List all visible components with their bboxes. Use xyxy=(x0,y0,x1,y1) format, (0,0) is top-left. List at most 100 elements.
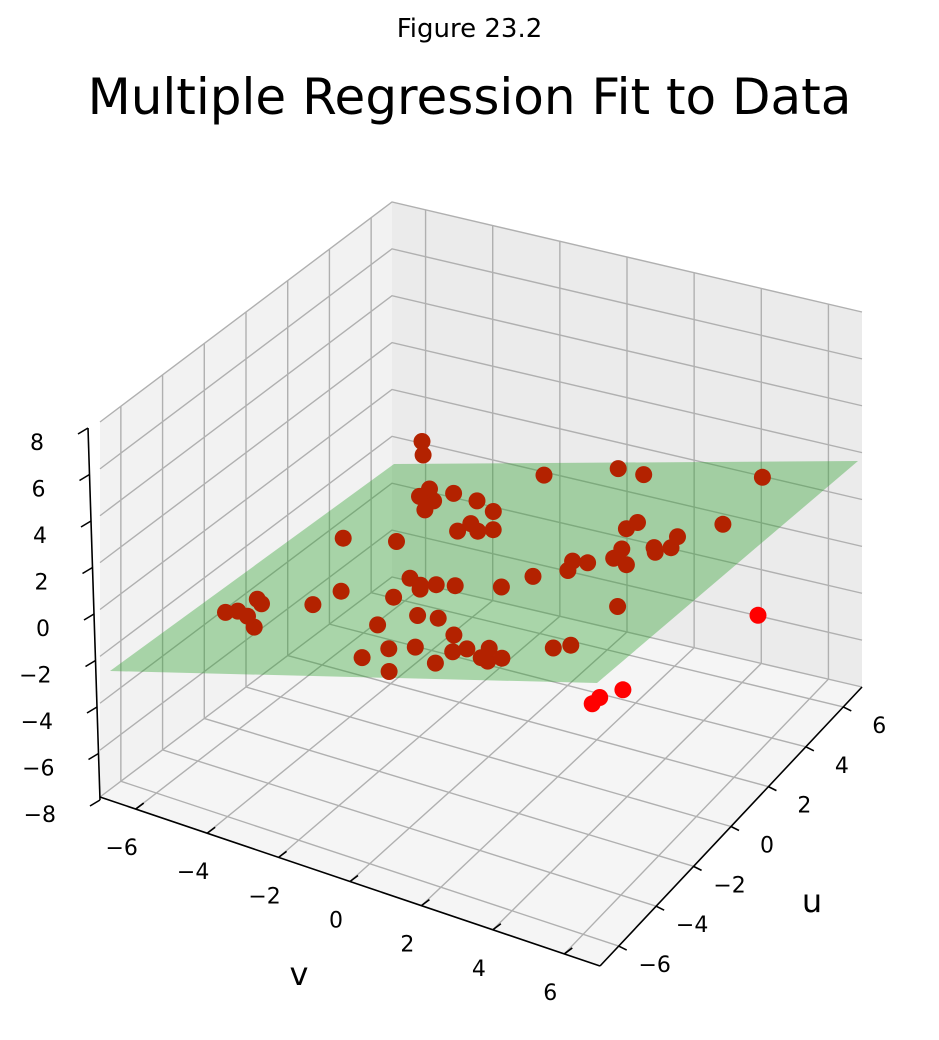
tick-mark-z xyxy=(80,520,92,528)
data-point xyxy=(617,556,635,574)
y-axis-label: v xyxy=(290,955,309,993)
data-point xyxy=(353,649,371,667)
data-point xyxy=(369,616,387,634)
data-point xyxy=(484,503,502,520)
tick-mark-u xyxy=(842,706,852,712)
x-axis-label: u xyxy=(802,882,822,920)
data-point xyxy=(749,606,767,624)
grid-line-z xyxy=(99,248,863,470)
tick-mark-z xyxy=(85,659,96,668)
data-point xyxy=(535,466,553,484)
data-point xyxy=(484,521,502,539)
tick-label-z: 2 xyxy=(35,571,49,596)
data-point xyxy=(753,468,771,486)
tick-label-u: 0 xyxy=(760,834,774,859)
data-point xyxy=(449,522,467,540)
data-point xyxy=(613,540,631,558)
regression-plane xyxy=(110,461,858,683)
tick-mark-u xyxy=(730,825,740,832)
tick-label-u: 6 xyxy=(872,714,886,739)
tick-label-z: −2 xyxy=(19,664,51,689)
data-point xyxy=(229,602,247,620)
tick-label-v: 6 xyxy=(543,981,557,1006)
data-point xyxy=(409,607,427,624)
tick-label-v: −2 xyxy=(248,884,280,909)
grid-line-z xyxy=(99,388,863,611)
grid-line-z xyxy=(99,435,863,657)
tick-mark-v xyxy=(492,923,502,931)
tick-mark-u xyxy=(693,865,702,872)
data-point xyxy=(468,492,486,510)
tick-label-v: 4 xyxy=(472,957,486,982)
tick-mark-z xyxy=(77,427,89,435)
data-point xyxy=(714,515,732,533)
grid-line-z xyxy=(99,341,863,564)
data-point xyxy=(609,598,627,615)
tick-mark-v xyxy=(278,850,288,858)
tick-label-u: −6 xyxy=(638,953,670,978)
data-point xyxy=(426,654,444,672)
tick-label-v: −4 xyxy=(177,860,209,885)
data-point xyxy=(427,576,445,594)
data-point xyxy=(413,433,431,450)
data-point xyxy=(492,578,510,596)
data-point xyxy=(411,580,429,598)
grid-line-z xyxy=(99,482,863,704)
tick-label-u: 4 xyxy=(835,754,849,779)
grid-line-z xyxy=(99,529,863,751)
data-point xyxy=(385,588,403,606)
tick-mark-v xyxy=(349,874,359,883)
data-point xyxy=(591,689,609,706)
data-point xyxy=(444,643,462,661)
tick-marks xyxy=(77,427,852,955)
tick-label-z: −4 xyxy=(21,710,53,735)
data-point xyxy=(334,529,352,547)
tick-mark-z xyxy=(86,706,98,714)
data-point xyxy=(458,640,476,658)
tick-mark-z xyxy=(83,613,95,621)
tick-label-z: 4 xyxy=(33,524,47,549)
tick-label-u: −4 xyxy=(676,913,708,938)
data-point xyxy=(614,681,632,699)
tick-mark-z xyxy=(89,799,101,807)
data-point xyxy=(429,609,447,627)
tick-label-v: −6 xyxy=(105,836,137,861)
data-point xyxy=(411,487,428,505)
data-point xyxy=(544,639,562,657)
tick-mark-v xyxy=(420,899,430,907)
data-point xyxy=(248,590,266,608)
tick-label-v: 0 xyxy=(329,909,343,934)
data-point xyxy=(629,514,646,531)
data-point xyxy=(579,554,597,572)
data-point xyxy=(304,596,322,614)
data-point xyxy=(401,569,419,587)
data-point xyxy=(380,640,398,658)
data-point xyxy=(446,577,464,595)
data-point xyxy=(445,626,463,644)
data-point xyxy=(406,638,424,656)
data-point xyxy=(480,639,498,657)
tick-mark-z xyxy=(79,473,90,482)
tick-label-z: −6 xyxy=(22,757,54,782)
tick-mark-v xyxy=(563,947,573,955)
tick-mark-u xyxy=(655,905,665,911)
tick-label-v: 2 xyxy=(400,933,414,958)
data-point xyxy=(669,528,686,546)
data-point xyxy=(524,567,542,585)
data-point xyxy=(479,652,497,670)
data-point xyxy=(388,533,405,550)
tick-mark-z xyxy=(88,752,99,761)
tick-label-u: 2 xyxy=(797,794,811,819)
data-point xyxy=(462,515,480,533)
data-point xyxy=(217,603,234,621)
grid-line-z xyxy=(99,576,863,798)
data-points xyxy=(217,433,771,713)
grid-line-z xyxy=(99,294,863,517)
tick-label-z: −8 xyxy=(24,803,56,828)
tick-mark-z xyxy=(82,566,93,575)
data-point xyxy=(562,636,580,654)
data-point xyxy=(332,582,350,600)
tick-mark-u xyxy=(618,945,628,951)
